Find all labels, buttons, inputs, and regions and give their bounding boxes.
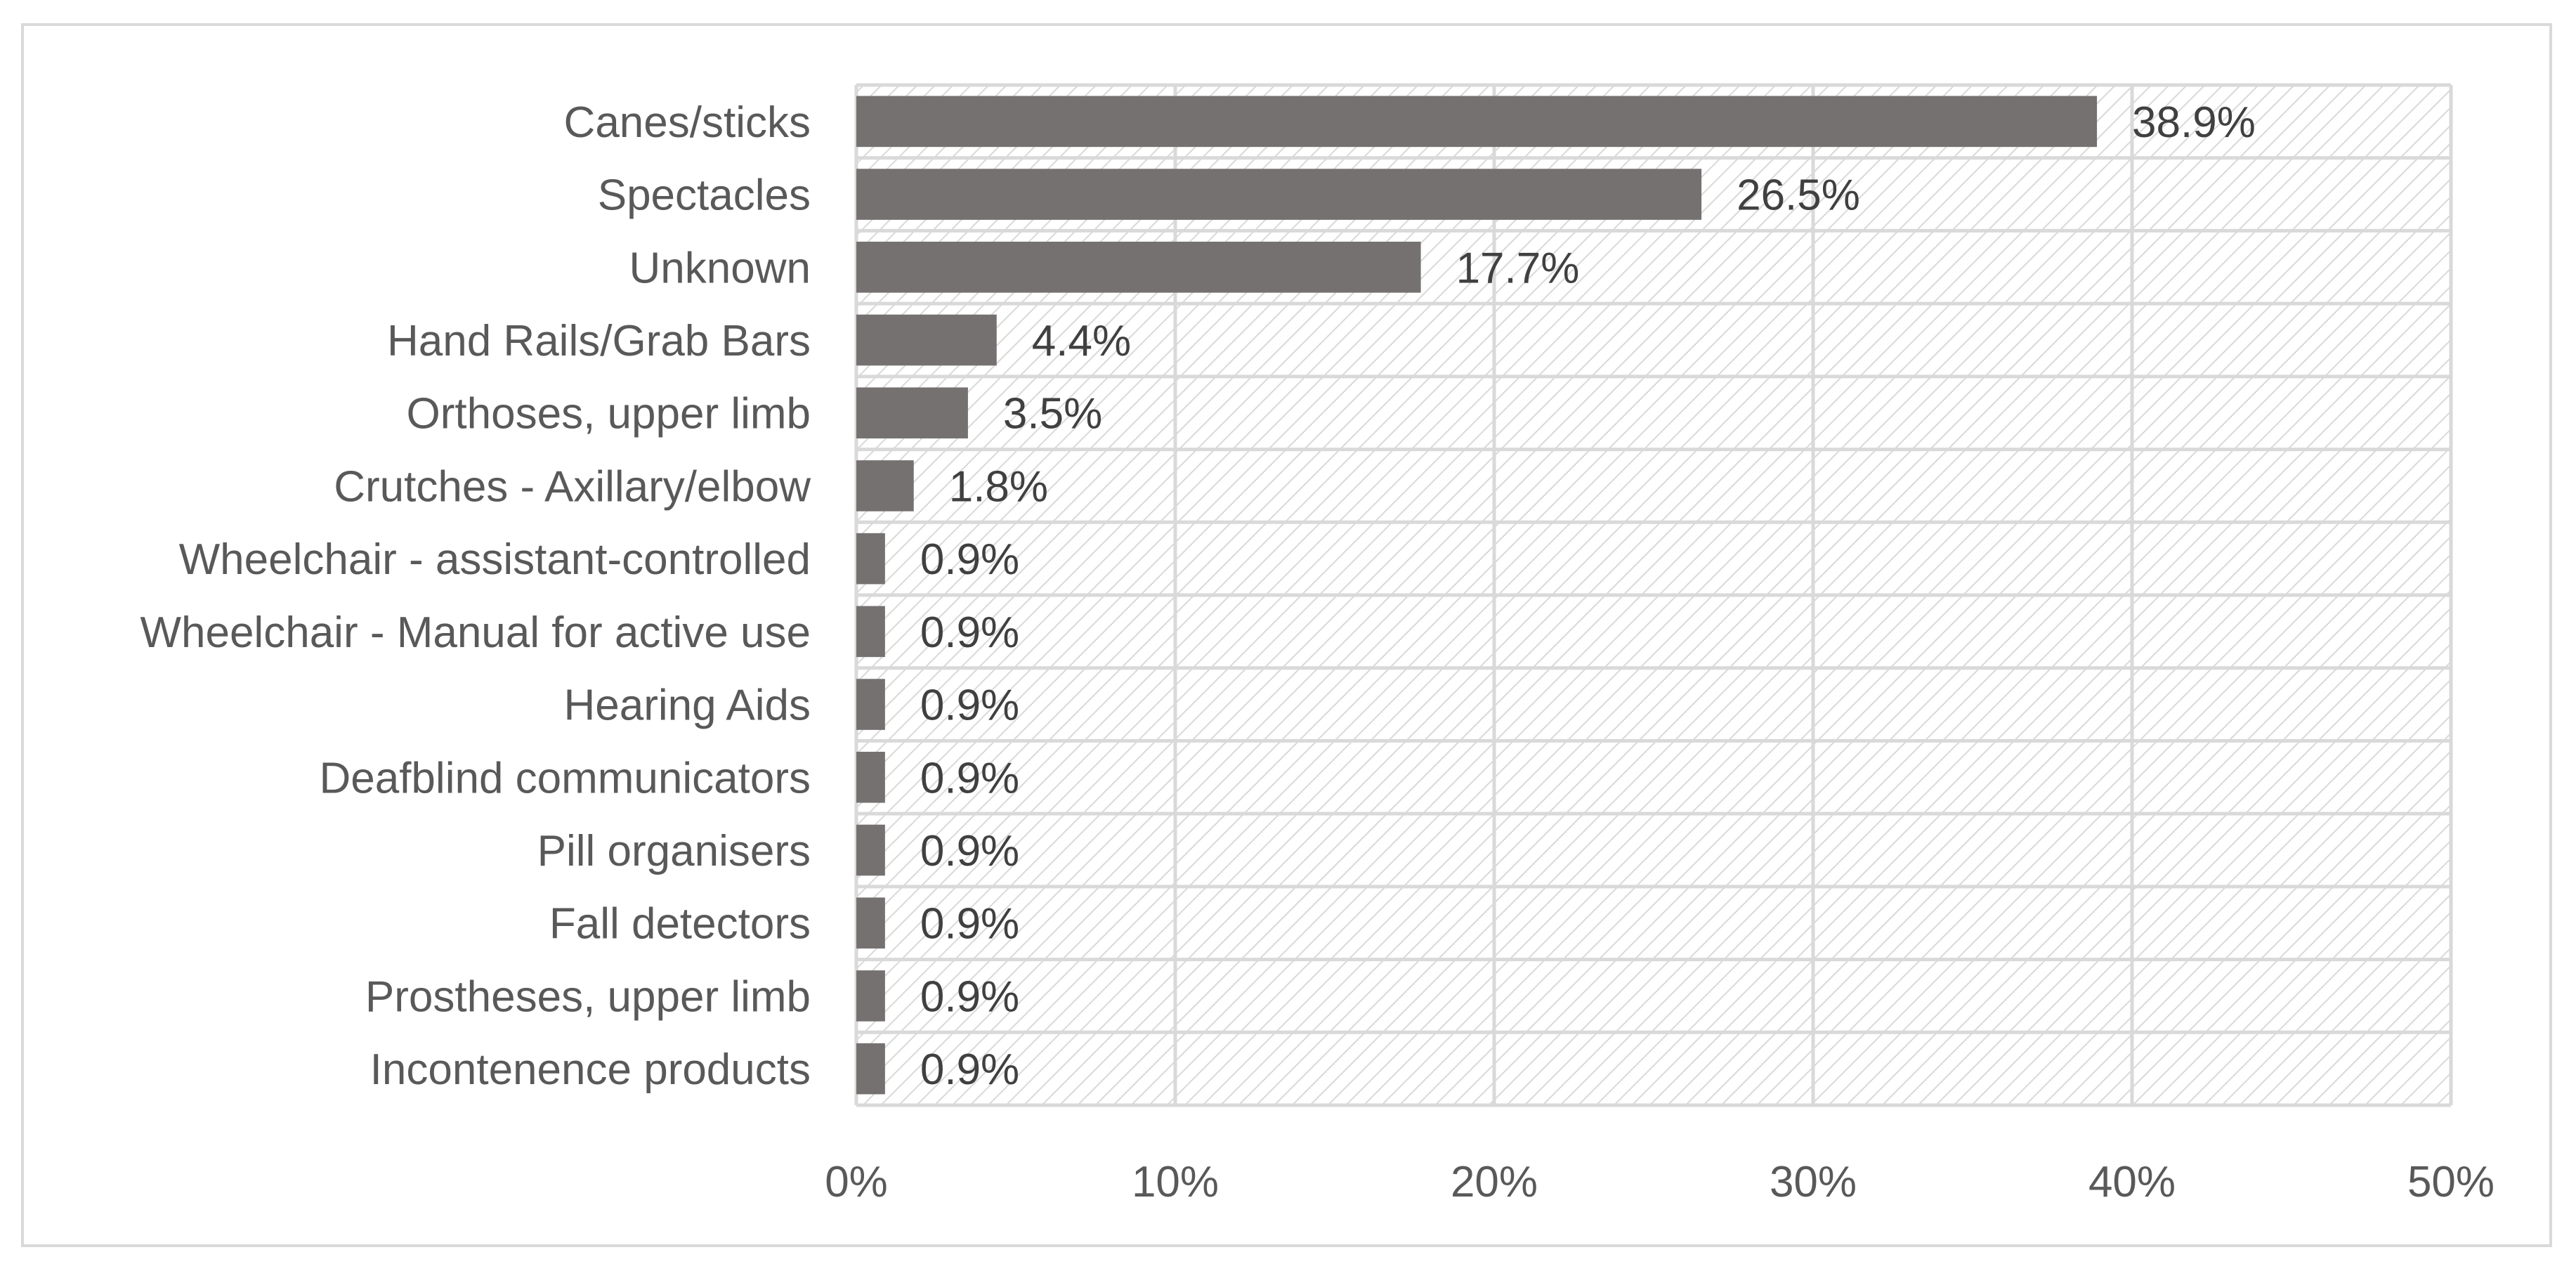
data-label: 0.9% xyxy=(920,682,1019,730)
x-tick-label: 0% xyxy=(825,1158,888,1206)
bars xyxy=(856,96,2098,1095)
data-label: 26.5% xyxy=(1737,171,1860,220)
data-label: 0.9% xyxy=(920,1045,1019,1094)
x-tick-label: 10% xyxy=(1132,1158,1219,1206)
data-label: 0.9% xyxy=(920,972,1019,1021)
bar xyxy=(856,241,1421,293)
category-label: Wheelchair - assistant-controlled xyxy=(179,535,811,584)
data-label: 0.9% xyxy=(920,827,1019,875)
bar xyxy=(856,824,885,876)
data-labels: 38.9% 26.5% 17.7% 4.4% 3.5% 1.8% 0.9% 0.9% 0.9% 0… xyxy=(920,98,2256,1094)
category-label: Fall detectors xyxy=(549,900,811,949)
bar xyxy=(856,533,885,585)
category-label: Spectacles xyxy=(598,171,811,220)
category-label: Unknown xyxy=(629,244,811,292)
x-axis-tick-labels: 0% 10% 20% 30% 40% 50% xyxy=(825,1158,2495,1206)
data-label: 17.7% xyxy=(1456,244,1580,292)
category-label: Pill organisers xyxy=(537,827,811,875)
x-tick-label: 40% xyxy=(2088,1158,2176,1206)
category-label: Incontenence products xyxy=(370,1045,811,1094)
bar xyxy=(856,387,968,439)
x-tick-label: 30% xyxy=(1770,1158,1857,1206)
data-label: 4.4% xyxy=(1032,317,1131,365)
category-label: Canes/sticks xyxy=(564,98,811,147)
data-label: 3.5% xyxy=(1003,390,1102,438)
category-label: Crutches - Axillary/elbow xyxy=(334,462,811,511)
category-label: Hand Rails/Grab Bars xyxy=(387,317,811,365)
data-label: 0.9% xyxy=(920,754,1019,802)
data-label: 0.9% xyxy=(920,900,1019,949)
bar xyxy=(856,314,997,366)
bar xyxy=(856,897,885,949)
category-label: Orthoses, upper limb xyxy=(407,390,811,438)
bar xyxy=(856,606,885,658)
bar xyxy=(856,96,2098,148)
category-label: Prostheses, upper limb xyxy=(365,972,811,1021)
bar xyxy=(856,1043,885,1095)
category-label: Hearing Aids xyxy=(563,682,811,730)
data-label: 1.8% xyxy=(949,462,1048,511)
data-label: 38.9% xyxy=(2132,98,2256,147)
bar xyxy=(856,169,1702,220)
bar xyxy=(856,751,885,803)
bar xyxy=(856,460,914,511)
data-label: 0.9% xyxy=(920,535,1019,584)
data-label: 0.9% xyxy=(920,608,1019,657)
bar xyxy=(856,679,885,730)
gridlines xyxy=(854,83,2453,1107)
category-label: Wheelchair - Manual for active use xyxy=(140,608,811,657)
category-labels: Canes/sticks Spectacles Unknown Hand Rails/… xyxy=(140,98,811,1094)
category-label: Deafblind communicators xyxy=(319,754,811,802)
x-tick-label: 20% xyxy=(1451,1158,1538,1206)
bar xyxy=(856,970,885,1022)
x-tick-label: 50% xyxy=(2407,1158,2495,1206)
